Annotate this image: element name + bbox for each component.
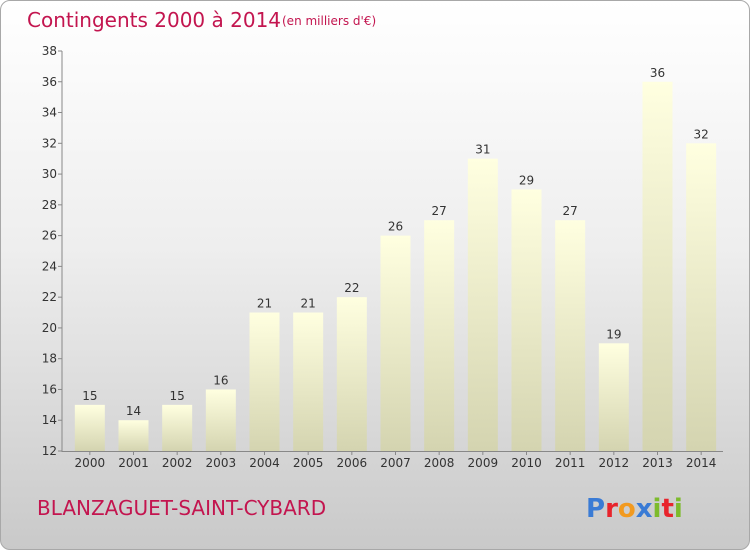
y-tick-label: 18 (42, 352, 57, 366)
bar-2006 (336, 297, 367, 451)
value-label-2013: 36 (650, 66, 665, 80)
value-label-2004: 21 (257, 297, 272, 311)
x-tick-label: 2010 (511, 456, 542, 470)
logo-letter-i1: i (653, 494, 662, 524)
x-tick-label: 2009 (468, 456, 499, 470)
logo-letter-p: P (586, 494, 605, 524)
x-tick-label: 2007 (380, 456, 411, 470)
value-label-2009: 31 (475, 143, 490, 157)
logo-letter-t: t (661, 494, 673, 524)
x-tick-label: 2013 (642, 456, 673, 470)
bar-2008 (424, 220, 455, 451)
bar-2011 (555, 220, 586, 451)
plot-area: 12 14 16 18 20 22 24 26 28 30 32 34 36 38 15 14 15 16 21 2… (42, 44, 723, 470)
x-tick-label: 2002 (162, 456, 193, 470)
y-tick-label: 28 (42, 198, 57, 212)
value-label-2008: 27 (432, 204, 447, 218)
bar-2013 (642, 81, 673, 452)
value-label-2000: 15 (82, 389, 97, 403)
bar-2002 (162, 404, 193, 451)
y-tick-label: 26 (42, 229, 57, 243)
y-axis-ticks: 12 14 16 18 20 22 24 26 28 30 32 34 36 38 (42, 44, 62, 458)
y-tick-label: 34 (42, 106, 57, 120)
bar-2014 (686, 143, 717, 452)
bar-2004 (249, 312, 280, 451)
bar-2000 (74, 404, 105, 451)
logo-letter-o: o (618, 494, 636, 524)
value-label-2010: 29 (519, 173, 534, 187)
bars: 15 14 15 16 21 21 22 26 27 31 29 27 19 36 32 (74, 66, 717, 452)
logo-letter-r: r (605, 494, 618, 524)
x-tick-label: 2011 (555, 456, 586, 470)
value-label-2005: 21 (301, 297, 316, 311)
y-tick-label: 14 (42, 413, 57, 427)
y-tick-label: 20 (42, 321, 57, 335)
bar-2007 (380, 235, 411, 451)
value-label-2012: 19 (606, 327, 621, 341)
y-tick-label: 24 (42, 259, 57, 273)
commune-name: BLANZAGUET-SAINT-CYBARD (37, 496, 326, 520)
y-tick-label: 30 (42, 167, 57, 181)
y-tick-label: 12 (42, 444, 57, 458)
value-label-2014: 32 (694, 127, 709, 141)
bar-2012 (598, 343, 629, 451)
proxiti-logo: Proxiti (586, 494, 683, 524)
x-tick-label: 2003 (206, 456, 237, 470)
x-tick-label: 2005 (293, 456, 324, 470)
x-axis-ticks: 2000 2001 2002 2003 2004 2005 2006 2007 2008 2009… (75, 451, 717, 470)
y-tick-label: 32 (42, 136, 57, 150)
proxiti-logo-text: Proxiti (586, 494, 683, 524)
bar-2009 (467, 158, 498, 451)
y-tick-label: 36 (42, 75, 57, 89)
value-label-2003: 16 (213, 373, 228, 387)
bar-2003 (205, 389, 236, 451)
value-label-2002: 15 (170, 389, 185, 403)
x-tick-label: 2004 (249, 456, 280, 470)
x-tick-label: 2006 (337, 456, 368, 470)
x-tick-label: 2012 (599, 456, 630, 470)
x-tick-label: 2000 (75, 456, 106, 470)
value-label-2007: 26 (388, 220, 403, 234)
x-tick-label: 2008 (424, 456, 455, 470)
logo-letter-x: x (636, 494, 653, 524)
y-tick-label: 16 (42, 382, 57, 396)
value-label-2006: 22 (344, 281, 359, 295)
x-tick-label: 2014 (686, 456, 717, 470)
logo-letter-i2: i (674, 494, 683, 524)
value-label-2001: 14 (126, 404, 141, 418)
bar-2010 (511, 189, 542, 451)
chart-subtitle: (en milliers d'€) (282, 14, 376, 28)
x-tick-label: 2001 (118, 456, 149, 470)
chart-title: Contingents 2000 à 2014 (27, 8, 281, 32)
bar-2001 (118, 420, 149, 451)
y-tick-label: 38 (42, 44, 57, 58)
y-tick-label: 22 (42, 290, 57, 304)
bar-2005 (293, 312, 324, 451)
value-label-2011: 27 (563, 204, 578, 218)
